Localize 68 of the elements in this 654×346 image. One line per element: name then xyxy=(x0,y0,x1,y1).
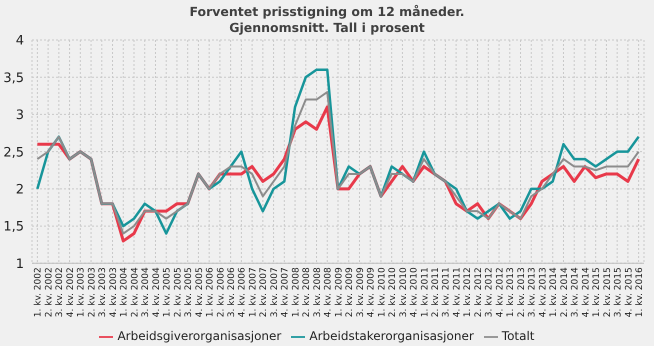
y-tick-label: 4 xyxy=(16,34,24,49)
legend-label: Arbeidstakerorganisasjoner xyxy=(309,329,474,344)
y-tick-label: 2,5 xyxy=(3,145,24,160)
x-tick-label: 4. kv. 2013 xyxy=(538,267,548,318)
chart-title: Forventet prisstigning om 12 måneder. Gjennomsnitt. Tall i prosent xyxy=(188,4,466,35)
x-tick-label: 1. kv. 2009 xyxy=(334,267,344,318)
x-tick-label: 1. kv. 2005 xyxy=(162,267,173,318)
x-tick-label: 3. kv. 2013 xyxy=(528,267,538,318)
x-tick-label: 4. kv. 2010 xyxy=(410,267,420,318)
x-tick-label: 4. kv. 2002 xyxy=(66,267,76,318)
x-tick-label: 2. kv. 2006 xyxy=(216,267,226,318)
x-tick-label: 1. kv. 2015 xyxy=(592,267,602,318)
x-tick-label: 1. kv. 2012 xyxy=(463,267,474,318)
x-tick-label: 2. kv. 2005 xyxy=(173,267,184,318)
x-tick-label: 4. kv. 2004 xyxy=(152,267,162,318)
y-tick-label: 3 xyxy=(16,108,24,124)
x-tick-label: 1. kv. 2007 xyxy=(248,267,258,318)
x-tick-label: 1. kv. 2008 xyxy=(291,267,302,318)
x-tick-label: 3. kv. 2003 xyxy=(98,267,108,318)
x-tick-label: 1. kv. 2003 xyxy=(76,267,87,318)
x-tick-label: 2. kv. 2011 xyxy=(431,267,442,318)
x-tick-label: 2. kv. 2013 xyxy=(516,267,527,318)
x-tick-label: 3. kv. 2012 xyxy=(484,267,495,318)
x-tick-label: 3. kv. 2008 xyxy=(312,267,323,318)
x-tick-label: 4. kv. 2012 xyxy=(495,267,506,318)
x-tick-label: 4. kv. 2011 xyxy=(452,267,462,318)
x-tick-label: 4. kv. 2007 xyxy=(280,267,291,318)
x-tick-label: 2. kv. 2015 xyxy=(602,267,613,318)
y-tick-label: 1,5 xyxy=(3,220,24,235)
x-tick-label: 2. kv. 2014 xyxy=(560,267,570,318)
y-tick-label: 1 xyxy=(16,256,24,272)
x-tick-label: 4. kv. 2015 xyxy=(624,267,634,318)
x-tick-label: 3. kv. 2006 xyxy=(227,267,238,318)
legend-label: Arbeidsgiverorganisasjoner xyxy=(117,329,282,344)
x-tick-label: 3. kv. 2004 xyxy=(141,267,152,318)
x-tick-label: 1. kv. 2013 xyxy=(506,267,516,318)
x-tick-label: 4. kv. 2009 xyxy=(366,267,377,318)
y-tick-label: 3,5 xyxy=(3,70,24,86)
x-tick-label: 2. kv. 2009 xyxy=(345,267,356,318)
x-tick-label: 4. kv. 2006 xyxy=(238,267,248,318)
x-tick-label: 3. kv. 2007 xyxy=(270,267,280,318)
x-tick-label: 2. kv. 2007 xyxy=(259,267,270,318)
x-tick-label: 3. kv. 2014 xyxy=(570,267,581,318)
x-tick-label: 3. kv. 2009 xyxy=(356,267,366,318)
x-tick-label: 1. kv. 2014 xyxy=(549,267,560,318)
legend-label: Totalt xyxy=(502,329,535,344)
x-tick-label: 3. kv. 2002 xyxy=(55,267,66,318)
y-tick-label: 2 xyxy=(16,182,24,198)
x-tick-label: 2. kv. 2003 xyxy=(87,267,98,318)
x-tick-label: 4. kv. 2003 xyxy=(108,267,119,318)
x-tick-label: 1. kv. 2002 xyxy=(34,267,44,318)
x-tick-label: 3. kv. 2011 xyxy=(442,267,452,318)
x-tick-label: 2. kv. 2002 xyxy=(44,267,54,318)
x-tick-label: 2. kv. 2012 xyxy=(474,267,484,318)
x-tick-label: 1. kv. 2010 xyxy=(377,267,388,318)
x-tick-label: 1. kv. 2016 xyxy=(635,267,646,318)
x-tick-label: 3. kv. 2015 xyxy=(614,267,624,318)
x-tick-label: 2. kv. 2004 xyxy=(130,267,140,318)
x-tick-label: 2. kv. 2010 xyxy=(388,267,398,318)
x-tick-label: 1. kv. 2006 xyxy=(206,267,216,318)
x-tick-label: 2. kv. 2008 xyxy=(302,267,312,318)
x-tick-label: 4. kv. 2014 xyxy=(581,267,592,318)
x-tick-label: 3. kv. 2010 xyxy=(398,267,409,318)
x-tick-label: 4. kv. 2005 xyxy=(194,267,205,318)
x-tick-label: 3. kv. 2005 xyxy=(184,267,194,318)
x-tick-label: 4. kv. 2008 xyxy=(324,267,334,318)
x-tick-label: 1. kv. 2011 xyxy=(420,267,430,318)
x-tick-label: 1. kv. 2004 xyxy=(120,267,130,318)
